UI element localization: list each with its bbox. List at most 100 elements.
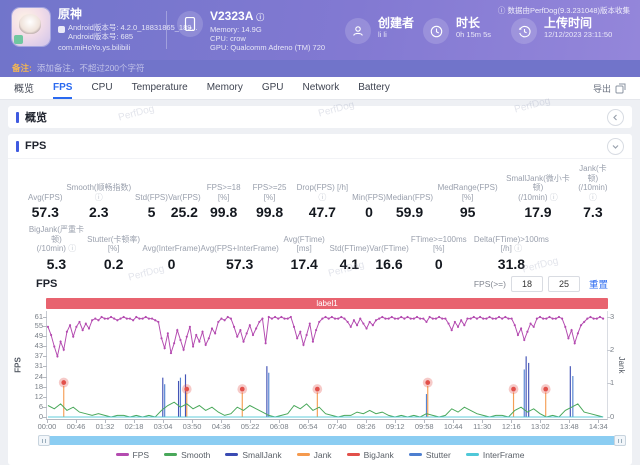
y-right-tick: 0 [610, 411, 615, 421]
scrollbar-left-handle[interactable] [38, 434, 50, 446]
stat-r1-6: Drop(FPS) [/h] ⓘ 47.7 [293, 164, 353, 220]
x-tick-mark [308, 419, 310, 423]
tab-概览[interactable]: 概览 [14, 83, 34, 95]
stat-r1-1: Smooth(顺畅指数) ⓘ 2.3 [63, 164, 136, 220]
y-tick: 18 [34, 381, 43, 391]
stat-label: FTime>=100ms [%] [410, 234, 467, 254]
x-tick-mark [569, 419, 571, 423]
x-tick: 09:12 [385, 421, 405, 431]
stat-r1-0: Avg(FPS) 57.3 [28, 164, 63, 221]
legend-item-InterFrame[interactable]: InterFrame [465, 450, 524, 460]
x-tick: 04:36 [211, 421, 231, 431]
y-right-tick-mark [607, 316, 611, 318]
x-tick: 09:58 [414, 421, 434, 431]
legend-item-SmallJank[interactable]: SmallJank [225, 450, 282, 460]
y-right-tick: 2 [610, 344, 615, 354]
info-icon[interactable]: ⓘ [318, 192, 327, 202]
x-tick: 13:02 [530, 421, 550, 431]
y-tick: 43 [34, 341, 43, 350]
tab-Battery[interactable]: Battery [358, 81, 390, 93]
tab-Network[interactable]: Network [302, 81, 340, 93]
fps-chart-title: FPS [36, 278, 58, 290]
stat-value: 5.3 [46, 255, 67, 272]
scrollbar-track[interactable] [38, 435, 626, 445]
duration-value: 0h 15m 5s [456, 30, 492, 39]
stat-r1-5: FPS>=25 [%] 99.8 [247, 164, 293, 220]
device-info-icon[interactable]: ⓘ [256, 12, 265, 22]
tab-GPU[interactable]: GPU [261, 81, 284, 93]
note-bar[interactable]: 备注: 添加备注，不超过200个字符 [0, 60, 640, 77]
x-tick: 14:34 [588, 421, 608, 431]
stat-value: 95 [459, 204, 476, 220]
fps-plot[interactable]: FPS Jank 0 6 12 18 24 31 37 43 49 55 61 0 1 2 3 [13, 310, 626, 420]
stat-value: 0 [434, 255, 443, 272]
y-tick-mark [43, 386, 47, 388]
device-name: V2323A ⓘ [210, 8, 265, 23]
y-tick-mark [43, 406, 47, 408]
legend-label: Stutter [425, 449, 451, 460]
device-memory: Memory: 14.9G [210, 24, 262, 34]
stat-r1-9: MedRange(FPS)[%] 95 [433, 164, 502, 220]
y-right-tick-mark [607, 416, 611, 418]
overview-section: 概览 [8, 106, 632, 128]
x-tick: 12:16 [501, 421, 521, 431]
tab-CPU[interactable]: CPU [91, 81, 113, 93]
stat-value: 59.9 [395, 204, 424, 220]
y-tick-mark [43, 396, 47, 398]
stat-r2-7: FTime>=100ms [%] 0 [409, 225, 469, 272]
y-tick-mark [43, 346, 47, 347]
stat-value: 0 [167, 255, 176, 272]
fps-collapse-button[interactable] [607, 137, 624, 155]
y-axis-right-label: Jank [617, 356, 627, 373]
stat-value: 5 [147, 204, 156, 220]
legend-item-FPS[interactable]: FPS [115, 450, 149, 460]
x-tick: 11:30 [473, 421, 492, 431]
scrollbar-right-handle[interactable] [614, 434, 626, 446]
legend-item-BigJank[interactable]: BigJank [346, 450, 394, 460]
fps-chart-header: FPS FPS(>=) 重置 [8, 272, 632, 295]
tab-bar: 概览 FPS CPU Temperature Memory GPU Network Batte… [0, 77, 640, 100]
info-icon[interactable]: ⓘ [65, 244, 77, 253]
info-icon[interactable]: ⓘ [547, 192, 558, 202]
stat-label: Avg(FPS+InterFrame) [200, 244, 279, 253]
info-icon[interactable]: ⓘ [94, 192, 103, 202]
chevron-left-icon [613, 114, 617, 120]
device-cpu: CPU: crow [210, 33, 246, 43]
data-source-note: ⓘ 数据由PerfDog(9.3.231048)版本收集 [497, 6, 630, 15]
info-icon[interactable]: ⓘ [588, 192, 597, 202]
creator-value: li li [378, 30, 387, 39]
duration-label: 时长 [456, 16, 481, 30]
fps-threshold-input-2[interactable] [547, 276, 580, 292]
legend-item-Jank[interactable]: Jank [296, 450, 332, 460]
export-button[interactable]: 导出 [593, 77, 626, 99]
clock-icon [423, 18, 449, 44]
stat-r1-3: Var(FPS) 25.2 [168, 164, 201, 221]
creator-label: 创建者 [378, 16, 415, 30]
x-tick-mark [279, 419, 281, 423]
stat-r2-0: BigJank(严重卡顿) (/10min) ⓘ 5.3 [28, 225, 85, 272]
fps-threshold-input-1[interactable] [510, 276, 543, 292]
app-version-line2: Android版本号: 685 [68, 32, 134, 41]
phone-icon [177, 10, 203, 37]
legend-line-icon [296, 453, 310, 456]
export-label: 导出 [592, 83, 611, 94]
y-right-tick: 1 [610, 378, 615, 388]
tab-Memory[interactable]: Memory [206, 81, 243, 93]
legend-item-Smooth[interactable]: Smooth [164, 450, 210, 460]
tab-FPS[interactable]: FPS [53, 77, 73, 99]
fps-section-title: FPS [25, 140, 47, 152]
legend-line-icon [346, 453, 360, 456]
x-tick-mark [395, 419, 397, 423]
stat-r1-7: Min(FPS) 0 [352, 164, 386, 221]
overview-collapse-button[interactable] [607, 108, 624, 126]
device-gpu: GPU: Qualcomm Adreno (TM) 720 [210, 42, 326, 52]
legend-line-icon [225, 453, 239, 456]
reset-link[interactable]: 重置 [588, 280, 608, 291]
legend-item-Stutter[interactable]: Stutter [408, 449, 451, 460]
chart-label-band[interactable]: label1 [46, 297, 608, 309]
fps-section: FPS Avg(FPS) 57.3 Smooth(顺畅指数) ⓘ 2.3 Std(FPS… [8, 134, 632, 465]
tab-Temperature[interactable]: Temperature [131, 81, 188, 93]
chart-scrollbar[interactable] [38, 434, 626, 446]
info-icon[interactable]: ⓘ [511, 244, 523, 253]
